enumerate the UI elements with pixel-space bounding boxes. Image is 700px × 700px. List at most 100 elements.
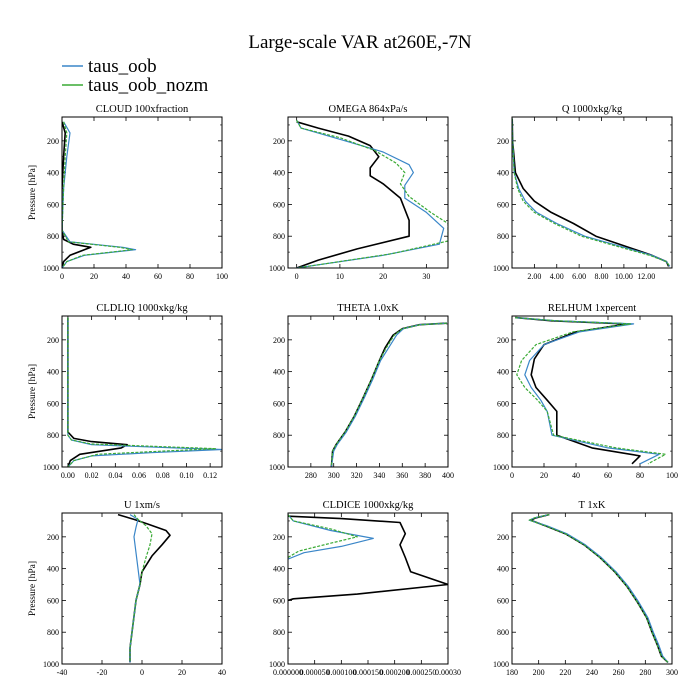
x-tick-label: 0.000250 — [406, 668, 436, 677]
y-tick-label: 800 — [273, 232, 285, 241]
y-tick-label: 400 — [47, 169, 59, 178]
x-tick-label: 220 — [559, 668, 571, 677]
series-line-taus-oob — [512, 118, 671, 267]
x-tick-label: 0 — [140, 668, 144, 677]
x-tick-label: -40 — [57, 668, 68, 677]
legend-label-taus-oob-nozm: taus_oob_nozm — [88, 75, 209, 96]
x-tick-label: 0 — [60, 272, 64, 281]
y-axis-label: Pressure [hPa] — [28, 561, 38, 616]
x-tick-label: 0.000100 — [326, 668, 356, 677]
y-tick-label: 800 — [47, 431, 59, 440]
y-tick-label: 400 — [497, 565, 509, 574]
y-tick-label: 600 — [47, 200, 59, 209]
panel-title-theta: THETA 1.0xK — [337, 303, 399, 314]
plot-frame — [287, 315, 449, 468]
series-line-reference — [62, 121, 92, 268]
panel-theta: THETA 1.0xK 200 400 600 800 1000 280 300 320 340 3… — [269, 303, 454, 480]
series-line-taus-oob-nozm — [512, 118, 671, 267]
x-tick-label: 280 — [305, 471, 317, 480]
x-tick-label: 0.08 — [156, 471, 170, 480]
panel-title-q: Q 1000xkg/kg — [562, 104, 623, 115]
x-tick-label: 0.000050 — [300, 668, 330, 677]
y-tick-label: 1000 — [43, 463, 59, 472]
x-tick-label: 180 — [506, 668, 518, 677]
y-tick-label: 600 — [497, 399, 509, 408]
series-line-reference — [296, 121, 410, 268]
series-line-taus-oob — [330, 322, 447, 467]
y-tick-label: 1000 — [269, 660, 285, 669]
plot-frame — [511, 315, 673, 468]
x-tick-label: 30 — [422, 272, 430, 281]
legend: taus_oob taus_oob_nozm — [62, 56, 209, 96]
y-tick-label: 800 — [47, 232, 59, 241]
y-tick-label: 1000 — [493, 660, 509, 669]
x-tick-label: 300 — [666, 668, 678, 677]
y-tick-label: 600 — [47, 399, 59, 408]
x-tick-label: 20 — [540, 471, 548, 480]
y-tick-label: 600 — [273, 399, 285, 408]
x-tick-label: 380 — [419, 471, 431, 480]
x-tick-label: 0 — [295, 272, 299, 281]
y-tick-label: 800 — [497, 232, 509, 241]
x-tick-label: 0.06 — [132, 471, 146, 480]
series-line-taus-oob-nozm — [515, 317, 667, 465]
x-tick-label: 0.10 — [179, 471, 193, 480]
plot-frame — [61, 315, 223, 468]
series-line-taus-oob-nozm — [330, 322, 447, 467]
panel-title-t: T 1xK — [579, 500, 606, 511]
y-tick-label: 1000 — [43, 264, 59, 273]
y-tick-label: 800 — [47, 628, 59, 637]
series-line-taus-oob — [515, 317, 660, 465]
y-tick-label: 200 — [273, 137, 285, 146]
x-tick-label: 10.00 — [615, 272, 633, 281]
y-tick-label: 1000 — [269, 264, 285, 273]
x-tick-label: 20 — [178, 668, 186, 677]
series-line-taus-oob-nozm — [62, 121, 133, 268]
x-tick-label: -20 — [97, 668, 108, 677]
panel-title-u: U 1xm/s — [124, 500, 160, 511]
plot-frame — [61, 116, 223, 269]
series-line-taus-oob — [296, 119, 445, 268]
x-tick-label: 80 — [186, 272, 194, 281]
x-tick-label: 100 — [216, 272, 228, 281]
series-line-taus-oob-nozm — [296, 119, 448, 268]
series-line-reference — [117, 513, 171, 663]
y-tick-label: 600 — [273, 200, 285, 209]
panel-title-cldice: CLDICE 1000xkg/kg — [323, 500, 414, 511]
x-tick-label: 360 — [396, 471, 408, 480]
series-line-taus-oob-nozm — [129, 514, 153, 663]
y-tick-label: 200 — [47, 137, 59, 146]
y-tick-label: 200 — [497, 336, 509, 345]
series-line-taus-oob-nozm — [528, 514, 669, 663]
y-tick-label: 600 — [273, 596, 285, 605]
y-tick-label: 400 — [47, 565, 59, 574]
x-tick-label: 6.00 — [572, 272, 586, 281]
y-tick-label: 400 — [273, 169, 285, 178]
y-tick-label: 400 — [497, 368, 509, 377]
x-tick-label: 400 — [442, 471, 454, 480]
y-tick-label: 600 — [497, 200, 509, 209]
series-line-taus-oob — [62, 121, 137, 268]
y-tick-label: 1000 — [43, 660, 59, 669]
y-tick-label: 200 — [273, 533, 285, 542]
series-line-reference — [67, 317, 128, 467]
x-tick-label: 8.00 — [595, 272, 609, 281]
y-axis-label: Pressure [hPa] — [28, 364, 38, 419]
y-tick-label: 200 — [497, 137, 509, 146]
series-line-reference — [512, 118, 670, 267]
y-tick-label: 600 — [47, 596, 59, 605]
x-tick-label: 0.00030 — [435, 668, 461, 677]
y-tick-label: 200 — [47, 533, 59, 542]
legend-label-taus-oob: taus_oob — [88, 56, 157, 77]
x-tick-label: 2.00 — [527, 272, 541, 281]
plot-frame — [287, 512, 449, 665]
plot-frame — [511, 116, 673, 269]
x-tick-label: 80 — [636, 471, 644, 480]
series-line-taus-oob-nozm — [288, 514, 358, 559]
y-tick-label: 600 — [497, 596, 509, 605]
panel-cldice: CLDICE 1000xkg/kg 200 400 600 800 10000.00000… — [269, 500, 461, 677]
panel-title-cldliq: CLDLIQ 1000xkg/kg — [96, 303, 188, 314]
